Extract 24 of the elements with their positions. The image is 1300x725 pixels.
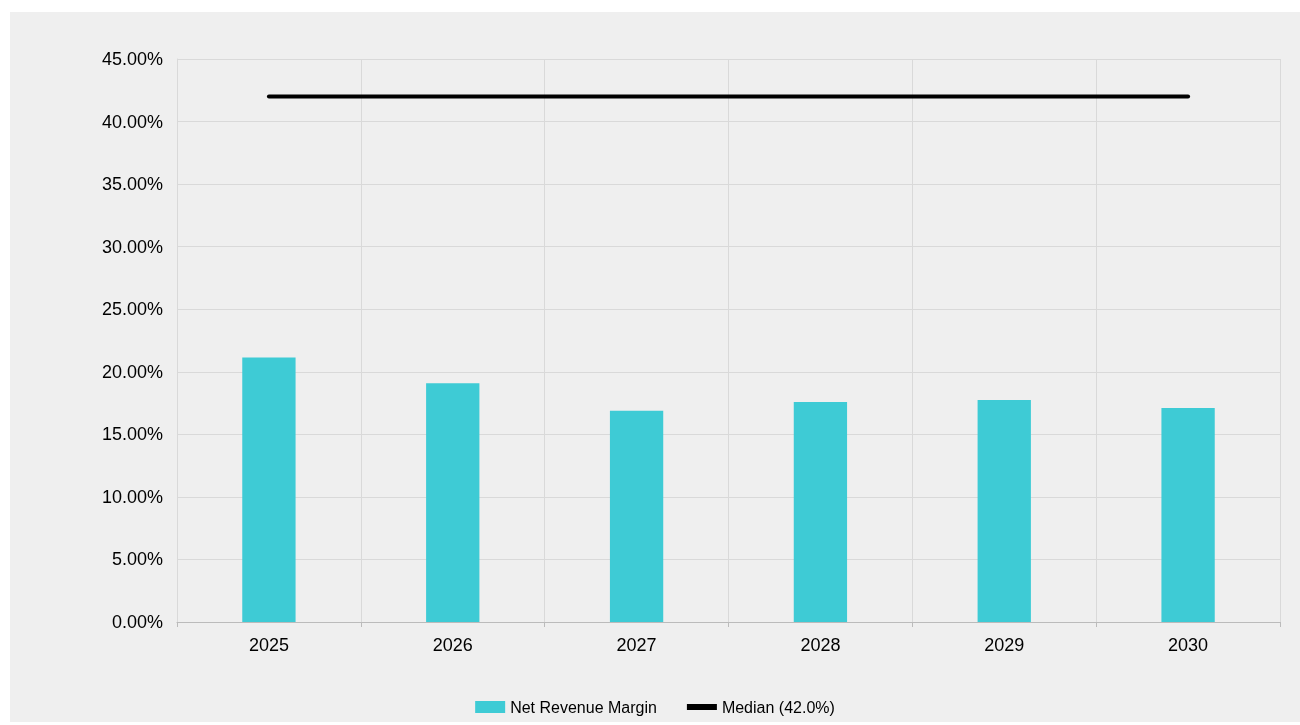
legend-label: Median (42.0%)	[721, 698, 835, 716]
y-tick-label: 30.00%	[101, 236, 163, 257]
x-tick-label: 2029	[984, 635, 1025, 655]
x-tick-label: 2030	[1168, 635, 1209, 655]
y-tick-label: 35.00%	[101, 174, 163, 195]
y-tick-label: 0.00%	[111, 612, 163, 632]
y-tick-label: 5.00%	[111, 549, 163, 570]
y-tick-label: 20.00%	[101, 361, 163, 382]
x-tick-label: 2025	[248, 635, 289, 655]
y-tick-label: 45.00%	[101, 49, 163, 69]
y-tick-label: 10.00%	[101, 486, 163, 507]
bar	[793, 402, 848, 622]
x-tick-label: 2027	[616, 635, 657, 655]
bar	[242, 357, 296, 622]
legend-label: Net Revenue Margin	[510, 698, 657, 716]
y-tick-label: 15.00%	[101, 424, 163, 445]
bar	[1161, 407, 1215, 622]
x-tick-label: 2026	[432, 635, 473, 655]
bar	[977, 399, 1031, 622]
y-tick-label: 40.00%	[101, 111, 163, 132]
bar	[426, 383, 480, 622]
x-tick-label: 2028	[800, 635, 841, 655]
bar	[609, 410, 664, 622]
y-tick-label: 25.00%	[101, 299, 163, 320]
